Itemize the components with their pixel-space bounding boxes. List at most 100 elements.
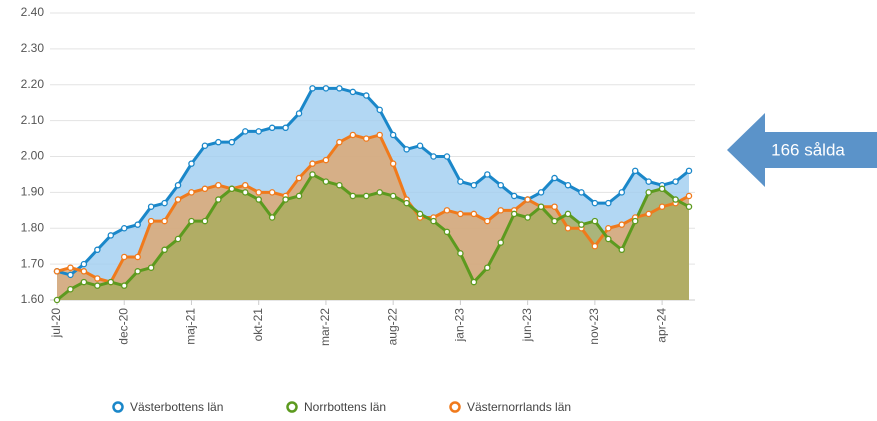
point [188, 217, 195, 225]
point [524, 214, 531, 221]
y-tick-label: 1.70 [21, 256, 45, 270]
point [685, 167, 693, 175]
point [228, 185, 236, 193]
point [67, 264, 74, 271]
point [645, 189, 652, 196]
point [309, 85, 316, 92]
point [524, 196, 531, 203]
point [336, 181, 343, 189]
point [457, 210, 464, 218]
point [67, 271, 74, 279]
point [295, 110, 303, 117]
point [443, 228, 451, 236]
y-tick-label: 1.60 [21, 292, 45, 306]
point [484, 171, 491, 178]
point [80, 260, 88, 268]
point [497, 207, 504, 214]
point [605, 224, 612, 232]
point [107, 232, 115, 239]
point [215, 196, 222, 203]
point [309, 171, 316, 178]
point [215, 138, 222, 146]
point [94, 282, 101, 289]
point [470, 278, 478, 286]
y-tick-label: 2.20 [21, 77, 45, 91]
point [605, 199, 612, 207]
point [685, 192, 693, 200]
point [631, 167, 639, 175]
point [134, 268, 141, 275]
x-tick-label: jun-23 [520, 308, 534, 343]
point [497, 181, 504, 189]
point [658, 185, 666, 193]
point [147, 264, 155, 271]
point [389, 160, 397, 167]
point [403, 199, 410, 207]
point [376, 189, 383, 196]
point [161, 199, 168, 207]
callout-arrow [727, 113, 877, 187]
point [255, 196, 262, 203]
point [322, 156, 330, 164]
point [510, 210, 518, 218]
point [591, 242, 599, 250]
point [484, 217, 491, 225]
point [658, 203, 666, 210]
legend-marker [449, 401, 461, 413]
point [188, 160, 195, 167]
point [120, 253, 128, 261]
point [94, 246, 101, 254]
point [201, 142, 209, 149]
point [80, 278, 88, 286]
point [120, 282, 128, 289]
point [147, 217, 155, 225]
point [322, 178, 330, 185]
point [618, 246, 626, 254]
x-tick-label: jan-23 [453, 308, 467, 343]
point [403, 146, 410, 153]
y-tick-label: 1.80 [21, 220, 45, 234]
point [282, 196, 289, 203]
point [591, 199, 599, 207]
point [551, 174, 558, 182]
point [564, 224, 572, 232]
point [430, 217, 437, 225]
point [336, 138, 343, 146]
x-tick-label: okt-21 [251, 308, 265, 342]
point [107, 278, 115, 286]
point [363, 135, 370, 142]
point [309, 160, 316, 167]
point [268, 214, 276, 221]
point [551, 203, 558, 210]
point [295, 192, 303, 200]
point [672, 178, 679, 185]
x-tick-label: apr-24 [654, 308, 668, 343]
x-tick-label: nov-23 [587, 308, 601, 345]
point [242, 181, 249, 189]
x-tick-label: jul-20 [49, 308, 63, 339]
y-tick-label: 1.90 [21, 185, 45, 199]
y-tick-label: 2.40 [21, 5, 45, 19]
point [443, 153, 451, 160]
point [484, 264, 491, 271]
point [94, 275, 101, 282]
point [242, 189, 249, 196]
point [295, 174, 303, 182]
point [67, 285, 74, 293]
point [268, 124, 276, 132]
point [201, 185, 209, 193]
point [605, 235, 612, 243]
point [349, 131, 357, 139]
point [322, 85, 330, 92]
point [363, 92, 370, 99]
point [618, 189, 626, 196]
point [255, 128, 262, 135]
point [470, 210, 478, 218]
point [349, 88, 357, 96]
y-tick-label: 2.10 [21, 113, 45, 127]
y-tick-label: 2.30 [21, 41, 45, 55]
point [430, 153, 437, 160]
legend-label: Västerbottens län [130, 400, 223, 414]
point [242, 128, 249, 135]
